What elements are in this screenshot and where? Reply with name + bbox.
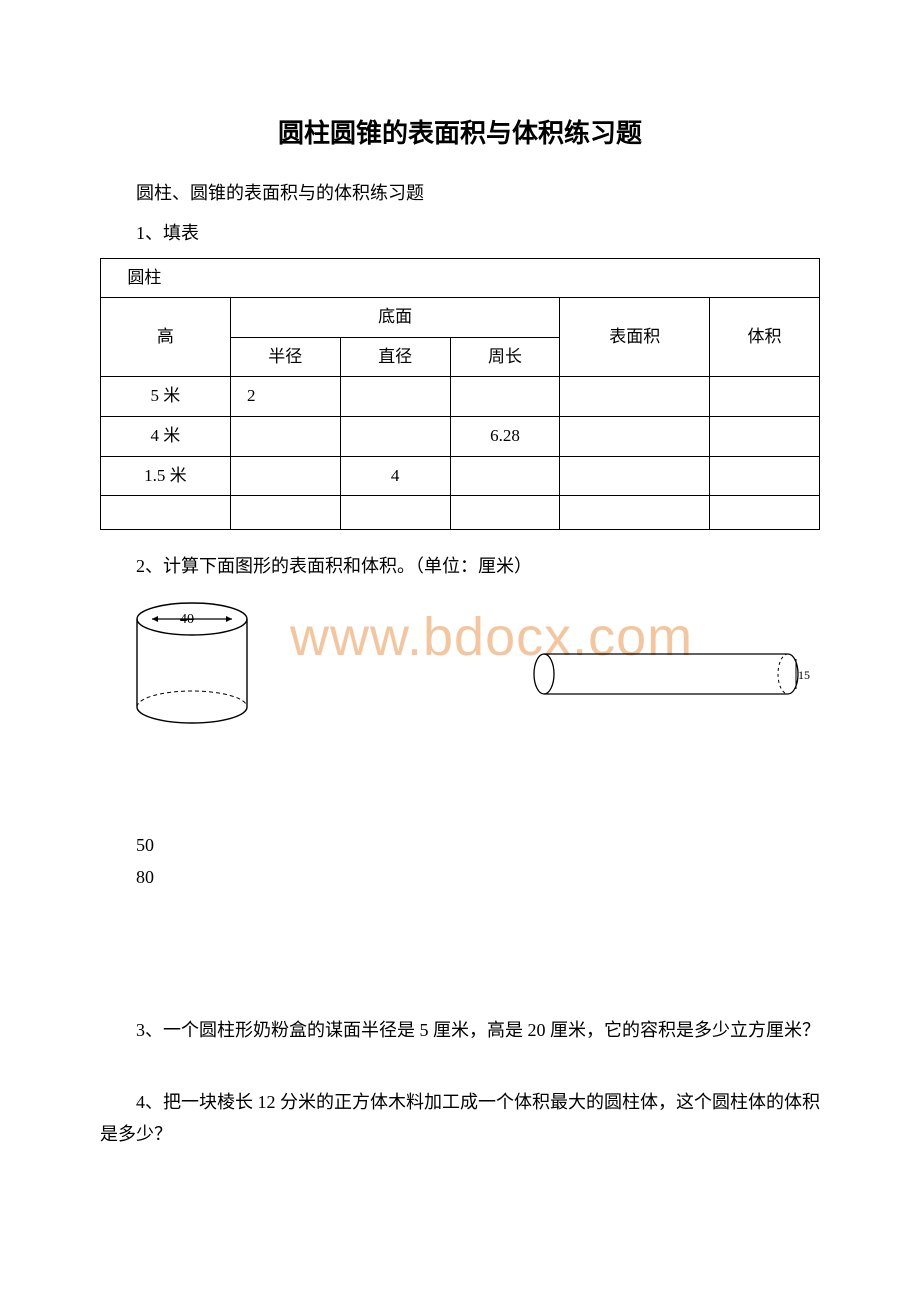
cell [230, 496, 340, 530]
data-table: 圆柱 高 底面 表面积 体积 半径 直径 周长 5 米 2 4 米 6.28 1… [100, 258, 820, 531]
question-3: 3、一个圆柱形奶粉盒的谋面半径是 5 厘米，高是 20 厘米，它的容积是多少立方… [100, 1014, 820, 1046]
cell [560, 377, 710, 417]
question-4: 4、把一块棱长 12 分米的正方体木料加工成一个体积最大的圆柱体，这个圆柱体的体… [100, 1086, 820, 1151]
num-80: 80 [100, 861, 820, 893]
th-banjing: 半径 [230, 337, 340, 377]
fig2-label: 15 [798, 668, 810, 682]
cylinder-figure-2: 15 [530, 649, 810, 709]
page-title: 圆柱圆锥的表面积与体积练习题 [100, 110, 820, 157]
th-zhijing: 直径 [340, 337, 450, 377]
numbers-block: 50 80 [100, 829, 820, 894]
cell [340, 377, 450, 417]
th-zhouchang: 周长 [450, 337, 560, 377]
fig1-label: 40 [180, 612, 194, 627]
intro-text: 圆柱、圆锥的表面积与的体积练习题 [100, 177, 820, 209]
cell [230, 416, 340, 456]
cell [450, 377, 560, 417]
cell: 4 [340, 456, 450, 496]
cell: 6.28 [450, 416, 560, 456]
cylinder-figure-1: 40 [130, 599, 260, 739]
cell [450, 496, 560, 530]
cell [560, 416, 710, 456]
cell [450, 456, 560, 496]
table-row: 5 米 2 [101, 377, 820, 417]
table-header-main: 圆柱 [101, 258, 820, 298]
cell [340, 496, 450, 530]
th-dimian: 底面 [230, 298, 560, 338]
th-tiji: 体积 [710, 298, 820, 377]
cell [710, 416, 820, 456]
table-row: 4 米 6.28 [101, 416, 820, 456]
cell: 2 [230, 377, 340, 417]
cell: 4 米 [101, 416, 231, 456]
cell [230, 456, 340, 496]
cell [340, 416, 450, 456]
cell [710, 377, 820, 417]
table-row: 1.5 米 4 [101, 456, 820, 496]
cell [710, 496, 820, 530]
q3-text: 3、一个圆柱形奶粉盒的谋面半径是 5 厘米，高是 20 厘米，它的容积是多少立方… [100, 1014, 820, 1046]
question-1: 1、填表 [100, 217, 820, 249]
num-50: 50 [100, 829, 820, 861]
cell: 1.5 米 [101, 456, 231, 496]
th-biaomianji: 表面积 [560, 298, 710, 377]
cell [560, 496, 710, 530]
q4-text: 4、把一块棱长 12 分米的正方体木料加工成一个体积最大的圆柱体，这个圆柱体的体… [100, 1086, 820, 1151]
th-gao: 高 [101, 298, 231, 377]
question-2: 2、计算下面图形的表面积和体积。（单位：厘米） [100, 550, 820, 582]
cell [560, 456, 710, 496]
figures-container: 40 www.bdocx.com 15 [100, 599, 820, 739]
cell [101, 496, 231, 530]
table-row [101, 496, 820, 530]
cell [710, 456, 820, 496]
cell: 5 米 [101, 377, 231, 417]
